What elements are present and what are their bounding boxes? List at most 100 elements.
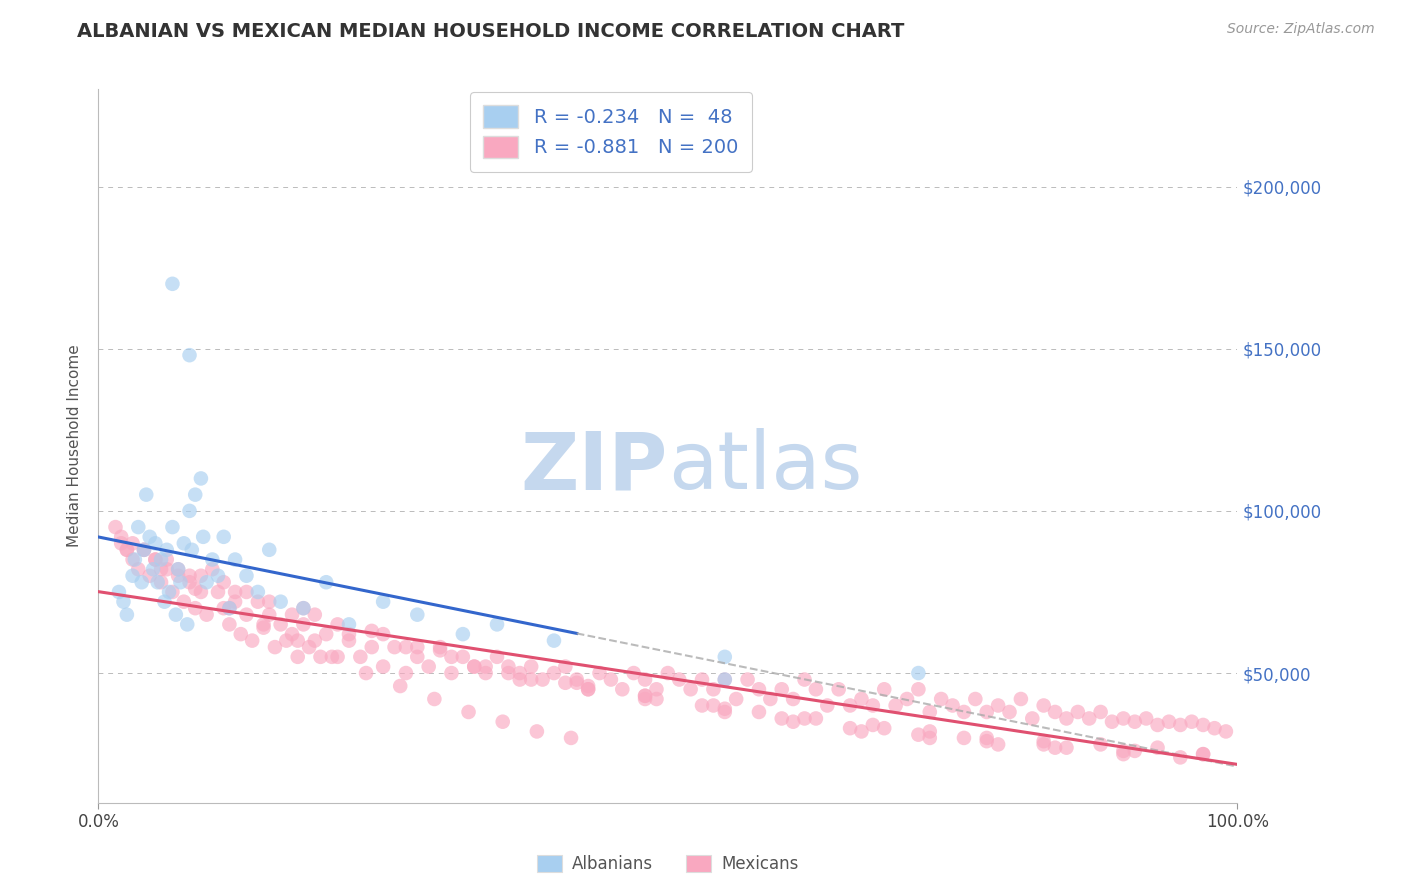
Point	[451, 649, 474, 664]
Point	[1181, 714, 1204, 729]
Point	[246, 595, 269, 609]
Point	[714, 673, 737, 687]
Point	[1146, 718, 1168, 732]
Point	[349, 649, 371, 664]
Point	[657, 666, 679, 681]
Point	[612, 682, 634, 697]
Point	[634, 673, 657, 687]
Point	[169, 575, 191, 590]
Point	[429, 640, 451, 654]
Point	[184, 582, 207, 596]
Point	[224, 552, 246, 566]
Point	[623, 666, 645, 681]
Point	[839, 721, 862, 735]
Point	[179, 504, 201, 518]
Text: Source: ZipAtlas.com: Source: ZipAtlas.com	[1227, 22, 1375, 37]
Point	[976, 731, 998, 745]
Point	[304, 607, 326, 622]
Point	[195, 575, 218, 590]
Point	[179, 575, 201, 590]
Point	[440, 649, 463, 664]
Point	[1112, 747, 1135, 761]
Point	[246, 585, 269, 599]
Point	[576, 682, 599, 697]
Point	[150, 575, 173, 590]
Point	[851, 692, 873, 706]
Point	[292, 617, 315, 632]
Point	[520, 673, 543, 687]
Point	[554, 659, 576, 673]
Point	[588, 666, 610, 681]
Point	[240, 633, 263, 648]
Point	[987, 738, 1010, 752]
Point	[1032, 734, 1054, 748]
Point	[634, 689, 657, 703]
Point	[1123, 714, 1146, 729]
Point	[1192, 747, 1215, 761]
Point	[987, 698, 1010, 713]
Point	[276, 633, 298, 648]
Point	[702, 682, 724, 697]
Point	[121, 536, 143, 550]
Point	[264, 640, 287, 654]
Point	[135, 488, 157, 502]
Point	[1204, 721, 1226, 735]
Point	[702, 698, 724, 713]
Point	[201, 552, 224, 566]
Point	[418, 659, 440, 673]
Point	[498, 666, 520, 681]
Point	[150, 552, 173, 566]
Point	[839, 698, 862, 713]
Point	[463, 659, 485, 673]
Point	[1078, 711, 1101, 725]
Point	[112, 595, 135, 609]
Point	[463, 659, 485, 673]
Point	[543, 666, 565, 681]
Point	[287, 633, 309, 648]
Point	[851, 724, 873, 739]
Legend: Albanians, Mexicans: Albanians, Mexicans	[530, 848, 806, 880]
Point	[157, 585, 180, 599]
Point	[389, 679, 412, 693]
Point	[406, 649, 429, 664]
Point	[145, 536, 167, 550]
Point	[104, 520, 127, 534]
Point	[360, 640, 382, 654]
Point	[929, 692, 952, 706]
Point	[828, 682, 851, 697]
Point	[150, 562, 173, 576]
Point	[953, 731, 976, 745]
Point	[1010, 692, 1032, 706]
Point	[554, 675, 576, 690]
Point	[259, 595, 281, 609]
Point	[162, 520, 184, 534]
Point	[235, 568, 257, 582]
Point	[782, 714, 804, 729]
Point	[679, 682, 702, 697]
Point	[326, 649, 349, 664]
Point	[180, 542, 202, 557]
Point	[337, 617, 360, 632]
Point	[131, 575, 153, 590]
Point	[173, 595, 195, 609]
Point	[804, 682, 827, 697]
Point	[907, 728, 929, 742]
Point	[337, 627, 360, 641]
Point	[576, 679, 599, 693]
Point	[207, 585, 229, 599]
Point	[145, 552, 167, 566]
Point	[1067, 705, 1090, 719]
Point	[1170, 718, 1192, 732]
Point	[207, 568, 229, 582]
Point	[634, 689, 657, 703]
Point	[281, 627, 304, 641]
Point	[965, 692, 987, 706]
Point	[153, 595, 176, 609]
Text: ALBANIAN VS MEXICAN MEDIAN HOUSEHOLD INCOME CORRELATION CHART: ALBANIAN VS MEXICAN MEDIAN HOUSEHOLD INC…	[77, 22, 904, 41]
Point	[1032, 698, 1054, 713]
Point	[1135, 711, 1157, 725]
Point	[1054, 740, 1078, 755]
Point	[1043, 740, 1066, 755]
Point	[873, 721, 896, 735]
Point	[737, 673, 759, 687]
